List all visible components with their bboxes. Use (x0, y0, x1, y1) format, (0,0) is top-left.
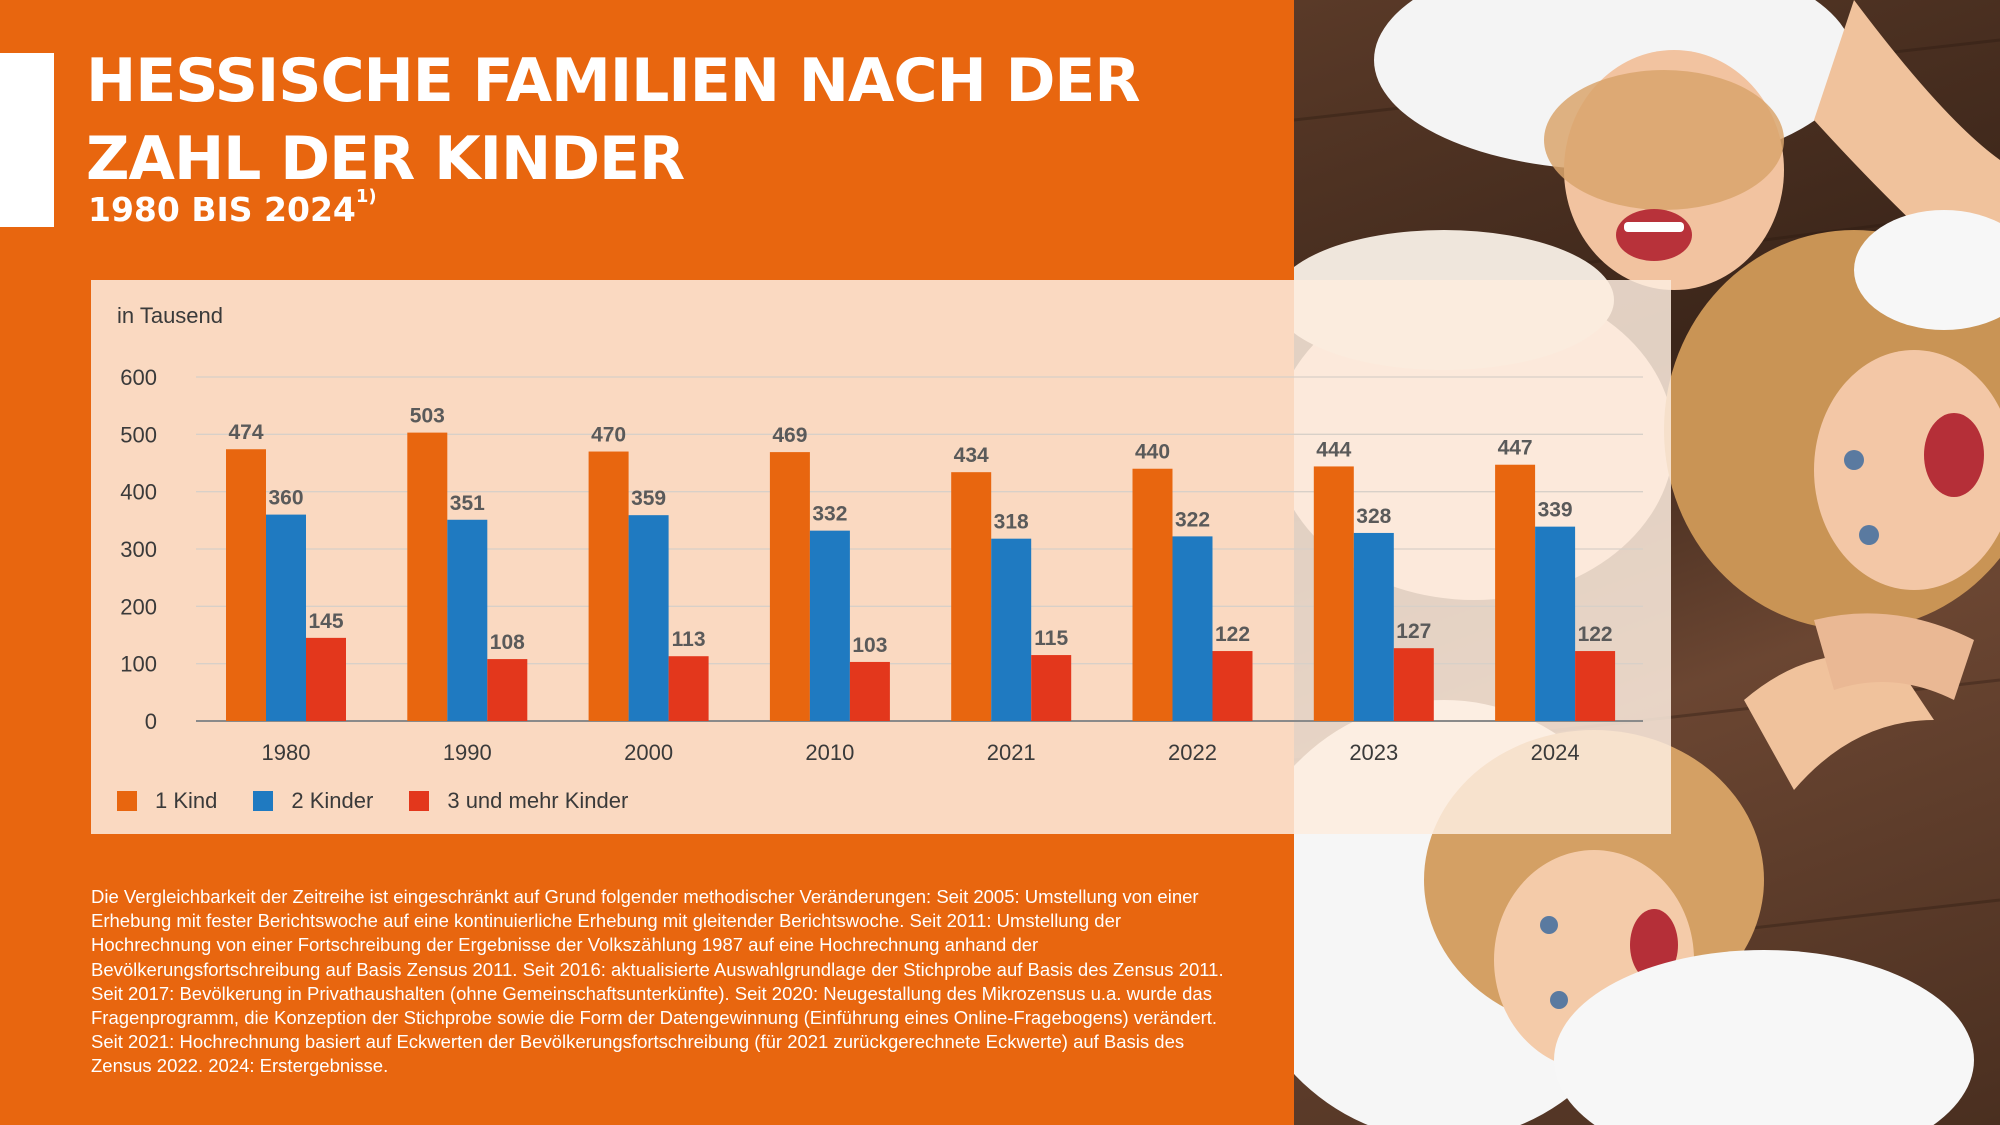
bar (1393, 648, 1434, 721)
data-label: 503 (410, 405, 445, 428)
data-label: 122 (1215, 623, 1250, 646)
bar (628, 515, 669, 721)
page-subtitle: 1980 BIS 20241) (88, 186, 377, 229)
data-label: 322 (1175, 508, 1210, 531)
data-label: 469 (772, 424, 807, 447)
data-label: 359 (631, 487, 666, 510)
bar (1031, 655, 1072, 721)
x-tick-label: 2010 (805, 740, 854, 765)
data-label: 434 (954, 444, 989, 467)
subtitle-footnote-mark: 1) (355, 186, 377, 207)
data-label: 351 (450, 492, 485, 515)
bar (447, 519, 488, 721)
chart-legend: 1 Kind 2 Kinder 3 und mehr Kinder (117, 788, 628, 814)
bar (809, 530, 850, 721)
page-title: HESSISCHE FAMILIEN NACH DER ZAHL DER KIN… (86, 46, 1141, 194)
data-label: 440 (1135, 441, 1170, 464)
bar (769, 452, 810, 721)
data-label: 328 (1356, 505, 1391, 528)
data-label: 470 (591, 424, 626, 447)
bar (487, 659, 528, 721)
bar (226, 449, 266, 721)
x-tick-label: 2023 (1349, 740, 1398, 765)
x-tick-label: 2021 (987, 740, 1036, 765)
y-tick-label: 500 (120, 422, 157, 447)
bar (668, 656, 709, 721)
bar-chart: in Tausend 0 100 200 300 400 500 600 474 360 145 19… (117, 303, 1643, 765)
data-label: 127 (1396, 620, 1431, 643)
methodology-footnote: Die Vergleichbarkeit der Zeitreihe ist e… (91, 886, 1224, 1077)
subtitle-text: 1980 BIS 2024 (88, 190, 356, 229)
y-tick-label: 300 (120, 537, 157, 562)
y-tick-label: 100 (120, 652, 157, 677)
x-tick-label: 1990 (443, 740, 492, 765)
data-label: 360 (268, 487, 303, 510)
bar (1132, 468, 1173, 721)
chart-panel: in Tausend 0 100 200 300 400 500 600 474 360 145 19… (91, 280, 1671, 834)
bar (266, 514, 306, 721)
legend-label: 3 und mehr Kinder (447, 788, 629, 813)
x-tick-label: 1980 (262, 740, 311, 765)
legend-item: 2 Kinder (253, 788, 373, 814)
legend-label: 2 Kinder (291, 788, 374, 813)
data-label: 145 (308, 610, 343, 633)
bar (1172, 536, 1213, 721)
data-label: 113 (672, 628, 706, 651)
legend-swatch (253, 791, 274, 811)
bar (991, 538, 1032, 721)
bar (1313, 466, 1354, 721)
y-tick-label: 200 (120, 594, 157, 619)
bar (306, 637, 346, 721)
unit-label: in Tausend (117, 303, 223, 328)
bar (1353, 532, 1394, 721)
bar (849, 661, 890, 721)
y-tick-label: 600 (120, 365, 157, 390)
bar (951, 472, 992, 721)
legend-item: 1 Kind (117, 788, 217, 814)
data-label: 122 (1578, 623, 1613, 646)
bar (588, 451, 629, 721)
data-label: 339 (1538, 499, 1573, 522)
bar (1575, 651, 1616, 721)
bar (407, 432, 448, 721)
data-label: 108 (490, 631, 525, 654)
data-label: 332 (812, 503, 847, 526)
white-accent-tab (0, 53, 54, 227)
data-label: 318 (994, 511, 1029, 534)
data-label: 447 (1498, 437, 1533, 460)
legend-item: 3 und mehr Kinder (409, 788, 628, 814)
bar (1495, 464, 1536, 721)
legend-label: 1 Kind (155, 788, 218, 813)
data-label: 474 (228, 421, 263, 444)
y-tick-label: 400 (120, 480, 157, 505)
y-tick-label: 0 (145, 709, 157, 734)
bar (1535, 526, 1576, 721)
data-label: 444 (1316, 438, 1351, 461)
x-tick-label: 2000 (624, 740, 673, 765)
data-label: 115 (1034, 627, 1068, 650)
legend-swatch (117, 791, 137, 811)
x-tick-label: 2024 (1531, 740, 1580, 765)
x-tick-label: 2022 (1168, 740, 1217, 765)
data-label: 103 (852, 634, 887, 657)
legend-swatch (409, 791, 430, 811)
bar (1212, 651, 1253, 721)
